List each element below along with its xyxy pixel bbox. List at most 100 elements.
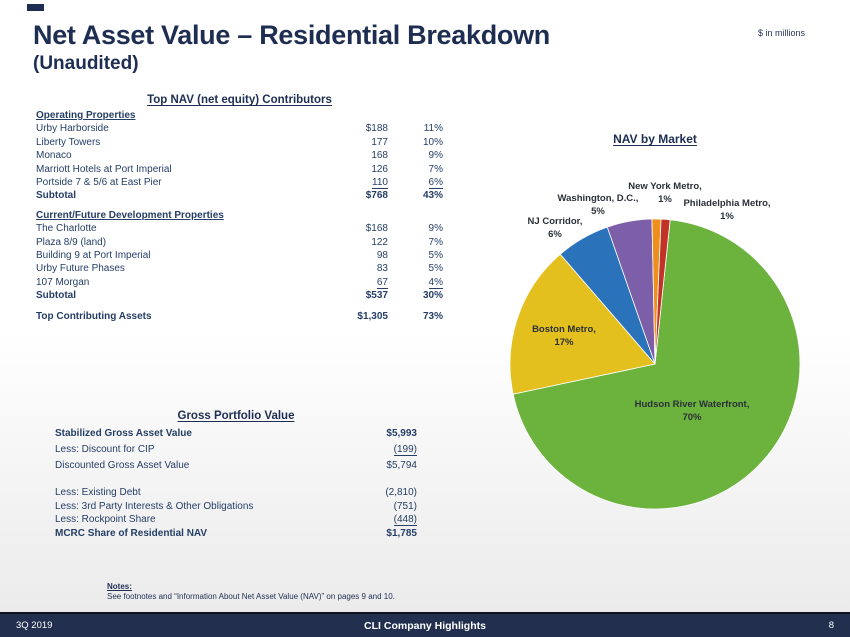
row-value: (199) [325,442,417,458]
row-label: Subtotal [36,290,76,302]
row-pct: 30% [422,290,443,302]
table-row: Stabilized Gross Asset Value $5,993 [55,426,417,442]
page-title: Net Asset Value – Residential Breakdown [33,20,550,50]
underlined-value: 67 [376,276,388,289]
row-pct: 5% [428,250,443,262]
table-row: Urby Harborside $188 11% [36,122,443,135]
row-label: Plaza 8/9 (land) [36,236,107,248]
pie-slice-hudson-river-waterfront [512,219,801,510]
row-label: Subtotal [36,190,76,202]
pie-label-boston-metro: Boston Metro, 17% [504,324,624,349]
pie-label-line: Boston Metro, [532,324,596,335]
units-note: $ in millions [757,28,805,38]
row-pct: 6% [388,176,443,190]
row-value: (751) [393,500,417,512]
pie-label-nj-corridor: NJ Corridor, 6% [500,216,610,241]
table-row: Building 9 at Port Imperial 98 5% [36,249,443,262]
row-value: 177 [371,136,388,148]
row-value: $1,785 [386,527,417,539]
row-label: Top Contributing Assets [36,310,152,322]
row-label: Liberty Towers [36,136,101,148]
table-row: Less: Rockpoint Share (448) [55,513,417,527]
footer-page-number: 8 [828,620,834,631]
row-pct: 7% [428,236,443,248]
row-label: Marriott Hotels at Port Imperial [36,163,172,175]
row-label: Urby Future Phases [36,263,125,275]
top-nav-contributors-table: Top NAV (net equity) Contributors Operat… [36,94,443,323]
row-value: 83 [376,263,388,275]
footer-title: CLI Company Highlights [364,619,486,632]
pie-label-line: NJ Corridor, [527,216,583,227]
row-value: 110 [326,176,388,190]
row-pct: 7% [428,163,443,175]
notes-text: See footnotes and “Information About Net… [107,592,395,601]
row-label: Less: Rockpoint Share [55,514,156,525]
row-label: The Charlotte [36,223,97,235]
row-pct: 73% [422,310,443,322]
slide-corner-mark [27,4,44,11]
table-row: Liberty Towers 177 10% [36,136,443,149]
table-row: Portside 7 & 5/6 at East Pier 110 6% [36,176,443,190]
row-pct: 5% [428,263,443,275]
pie-label-line: New York Metro, [628,181,702,192]
top-table-title: Top NAV (net equity) Contributors [147,94,332,106]
gross-table-title: Gross Portfolio Value [177,410,295,422]
row-pct: 4% [388,276,443,289]
row-label: 107 Morgan [36,276,90,288]
row-value: $537 [365,290,388,302]
table-row: Discounted Gross Asset Value $5,794 [55,458,417,474]
table-row: 107 Morgan 67 4% [36,276,443,289]
row-value: $168 [365,223,388,235]
row-pct: 9% [428,223,443,235]
underlined-pct: 4% [428,276,443,289]
section-header-operating: Operating Properties [36,110,136,121]
pie-label-hudson-river-waterfront: Hudson River Waterfront, 70% [607,399,777,424]
table-row: Less: Existing Debt (2,810) [55,486,417,500]
row-pct: 11% [423,123,443,135]
section-header-development: Current/Future Development Properties [36,209,224,221]
row-value: $5,993 [386,428,417,439]
table-row: Less: 3rd Party Interests & Other Obliga… [55,500,417,514]
row-value: 168 [371,150,388,162]
pie-label-pct: 6% [548,228,562,240]
row-label: MCRC Share of Residential NAV [55,527,208,539]
row-value: $1,305 [357,310,388,322]
row-value: $188 [365,123,388,135]
pie-label-line: Philadelphia Metro, [683,198,771,209]
table-row: Urby Future Phases 83 5% [36,262,443,275]
pie-label-philadelphia-metro: Philadelphia Metro, 1% [657,198,797,223]
row-value: $5,794 [386,460,417,471]
notes-heading: Notes: [107,582,132,591]
gross-portfolio-value-table: Gross Portfolio Value Stabilized Gross A… [55,410,417,540]
row-pct: 43% [422,190,443,202]
nav-by-market-pie [509,218,801,510]
total-row: Top Contributing Assets $1,305 73% [36,310,443,323]
pie-label-line: Washington, D.C., [557,193,639,204]
underlined-value: (199) [393,444,417,456]
subtotal-row-development: Subtotal $537 30% [36,289,443,302]
pie-label-pct: 70% [682,411,702,423]
row-label: Urby Harborside [36,123,109,135]
row-label: Less: 3rd Party Interests & Other Obliga… [55,500,254,512]
row-label: Monaco [36,150,72,162]
row-pct: 10% [422,136,443,148]
underlined-pct: 6% [428,177,443,190]
row-value: 98 [376,250,388,262]
pie-label-pct: 5% [591,205,605,217]
row-value: 122 [371,236,388,248]
pie-label-line: Hudson River Waterfront, [634,399,750,410]
pie-label-new-york-metro: New York Metro, 1% [600,181,730,206]
row-label: Stabilized Gross Asset Value [55,428,192,439]
underlined-value: (448) [393,514,417,526]
footer-quarter: 3Q 2019 [16,620,53,631]
pie-label-pct: 17% [554,336,574,348]
row-value: $768 [365,190,388,202]
row-value: (448) [325,513,417,527]
pie-label-washington-dc: Washington, D.C., 5% [533,193,663,218]
row-label: Less: Existing Debt [55,487,141,498]
table-row: MCRC Share of Residential NAV $1,785 [55,527,417,541]
pie-slice-boston-metro [509,253,656,395]
page-subtitle: (Unaudited) [33,53,139,74]
subtotal-row-operating: Subtotal $768 43% [36,189,443,202]
